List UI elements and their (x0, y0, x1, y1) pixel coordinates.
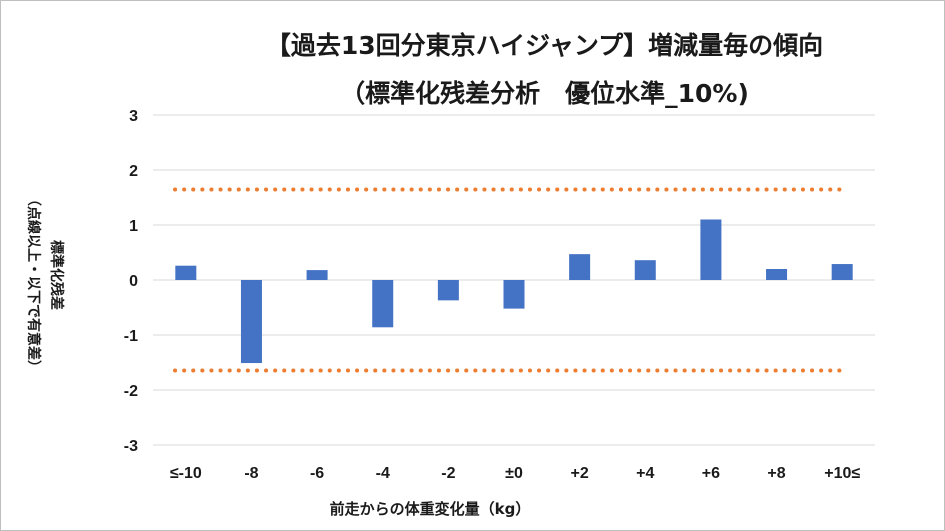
bar (569, 254, 591, 280)
y-tick-label: -3 (124, 438, 138, 455)
x-tick-label: -4 (376, 465, 390, 482)
y-tick-label: 0 (129, 273, 138, 290)
x-tick-label: ±0 (505, 465, 523, 482)
x-tick-label: +6 (702, 465, 720, 482)
y-tick-label: 3 (129, 108, 138, 125)
x-tick-label: -8 (244, 465, 258, 482)
bar (634, 260, 656, 280)
bar (175, 265, 197, 280)
bar (437, 280, 459, 301)
bar (372, 280, 394, 328)
x-tick-label: +8 (767, 465, 785, 482)
x-axis-label: 前走からの体重変化量（kg） (329, 500, 531, 518)
y-tick-label: 1 (129, 218, 138, 235)
bar (240, 280, 262, 364)
chart-subtitle: （標準化残差分析 優位水準_10%) (340, 79, 749, 108)
x-tick-label: +10≤ (824, 465, 860, 482)
chart-title: 【過去13回分東京ハイジャンプ】増減量毎の傾向 (265, 31, 824, 60)
x-tick-label: ≤-10 (170, 465, 202, 482)
x-tick-label: +2 (571, 465, 589, 482)
bar (503, 280, 525, 309)
bar (306, 270, 328, 280)
y-tick-label: -1 (124, 328, 138, 345)
x-tick-label: -2 (441, 465, 455, 482)
bar (766, 269, 788, 280)
bar (831, 264, 853, 280)
x-tick-label: -6 (310, 465, 324, 482)
x-tick-label: +4 (636, 465, 654, 482)
bar (700, 219, 722, 280)
y-tick-label: -2 (124, 383, 138, 400)
y-tick-label: 2 (129, 163, 138, 180)
